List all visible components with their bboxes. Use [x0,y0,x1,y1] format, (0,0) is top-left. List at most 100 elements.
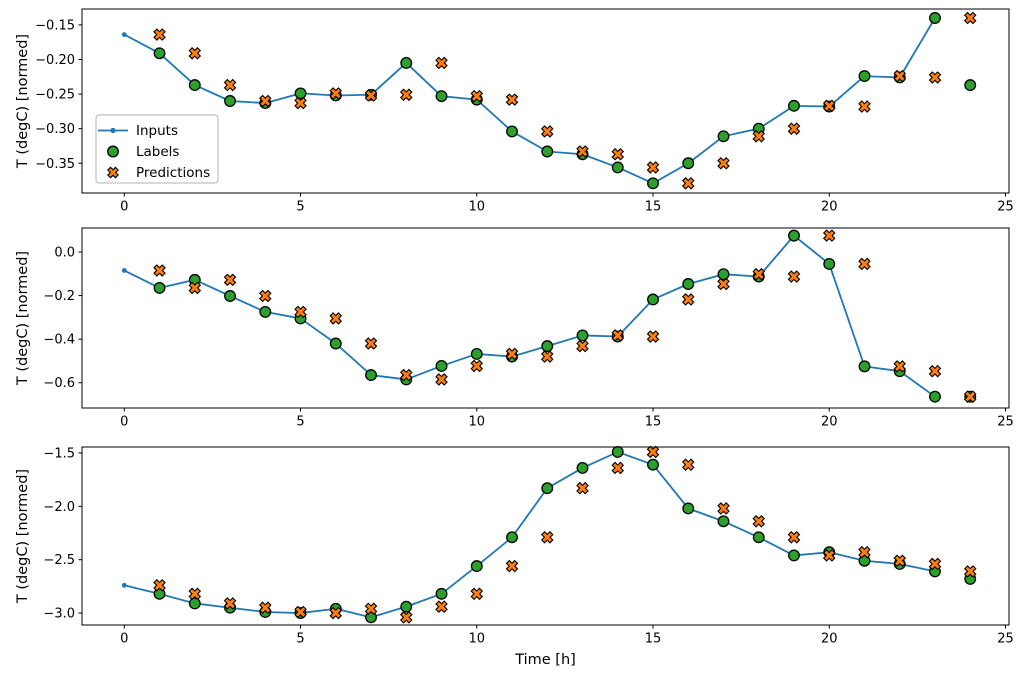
label-circle-marker [576,329,589,342]
prediction-x-marker [787,530,801,544]
y-tick-label: −0.15 [35,18,75,33]
prediction-x-marker [153,264,166,277]
prediction-x-marker [258,289,272,303]
prediction-x-marker [646,330,660,343]
subplot-1: 0 5 10 15 20 25 −0.15 −0.20 −0.25 −0.30 −0.35 T (de… [15,8,1014,215]
label-circle-marker [365,369,377,382]
prediction-x-marker [717,277,730,291]
label-circle-marker [717,515,730,528]
x-tick-label: 5 [296,415,304,430]
prediction-x-marker [153,28,166,41]
prediction-x-marker [505,93,519,106]
prediction-x-marker [470,359,484,373]
prediction-x-marker [893,360,907,373]
prediction-x-marker [470,587,484,601]
y-tick-label: 0.0 [54,245,75,260]
prediction-x-marker [576,481,589,495]
legend-item-predictions: Predictions [107,165,210,181]
label-circle-marker [224,95,236,107]
prediction-x-marker [752,129,766,143]
x-tick-label: 15 [645,632,662,647]
prediction-x-marker [294,305,307,319]
prediction-x-marker [223,273,237,287]
x-tick-label: 0 [120,415,128,430]
label-circle-marker [400,600,413,613]
label-circle-marker [224,290,236,302]
prediction-x-marker [963,390,977,403]
prediction-x-marker [399,368,413,382]
plot-area [82,228,1009,408]
series-group [121,11,977,190]
label-circle-marker [435,359,448,372]
x-tick-label: 20 [821,200,838,215]
prediction-x-marker [435,600,448,613]
prediction-x-marker [611,461,625,475]
label-circle-marker [858,70,871,83]
label-circle-marker [611,445,624,458]
x-tick-label: 10 [468,632,485,647]
prediction-x-marker [223,597,237,610]
label-circle-marker [400,57,413,69]
prediction-x-marker [787,270,801,283]
y-tick-label: −0.25 [35,88,75,103]
y-tick-label: −0.4 [43,333,75,348]
prediction-x-marker [540,530,554,544]
prediction-x-marker [893,69,907,83]
x-tick-label: 5 [296,632,304,647]
label-circle-marker [470,348,483,360]
label-circle-marker [470,560,483,573]
label-circle-marker [294,87,307,100]
input-dot-marker [121,268,127,273]
legend-box [95,114,219,184]
label-circle-marker [752,531,765,544]
label-circle-marker [435,587,448,600]
label-circle-marker [153,281,166,294]
label-circle-marker [682,502,695,515]
prediction-x-marker [681,458,695,472]
prediction-x-marker [364,337,378,350]
prediction-x-marker [188,587,202,601]
input-dot-marker [121,582,127,588]
prediction-x-marker [576,145,589,158]
prediction-x-marker [329,606,343,620]
y-tick-label: −1.5 [43,446,75,461]
x-tick-label: 25 [997,200,1014,215]
label-circle-marker [823,258,836,270]
prediction-x-marker [646,445,660,459]
x-tick-label: 0 [120,632,128,647]
x-tick-label: 15 [645,200,662,215]
label-circle-marker [259,305,272,318]
label-circle-marker [435,90,448,103]
label-circle-marker [647,293,659,306]
prediction-x-marker [752,514,766,528]
y-axis: −0.15 −0.20 −0.25 −0.30 −0.35 [35,18,82,172]
prediction-x-marker [963,11,977,25]
inputs-line [123,234,936,398]
series-group [121,445,977,624]
y-axis: 0.0 −0.2 −0.4 −0.6 [43,245,82,391]
legend-label-inputs: Inputs [136,123,178,139]
label-circle-marker [788,99,800,112]
prediction-x-marker [188,281,202,295]
prediction-x-marker [399,88,413,102]
label-circle-marker [717,268,730,281]
predictions-x-icon [107,166,119,179]
legend: Inputs Labels Predictions [95,114,219,184]
x-tick-label: 0 [120,200,128,215]
prediction-x-marker [399,611,413,624]
prediction-x-marker [717,156,730,170]
prediction-x-marker [928,364,942,378]
prediction-x-marker [470,89,484,103]
x-tick-label: 15 [645,415,662,430]
label-circle-marker [647,177,659,190]
label-circle-marker [329,337,342,350]
prediction-x-marker [858,100,871,113]
label-circle-marker [188,597,201,610]
prediction-x-marker [681,177,695,190]
prediction-x-marker [223,78,237,92]
prediction-x-marker [258,94,272,108]
axes-frame [81,446,1010,626]
prediction-x-marker [540,350,554,363]
label-circle-marker [541,340,554,353]
predictions-scatter-series [153,229,977,403]
